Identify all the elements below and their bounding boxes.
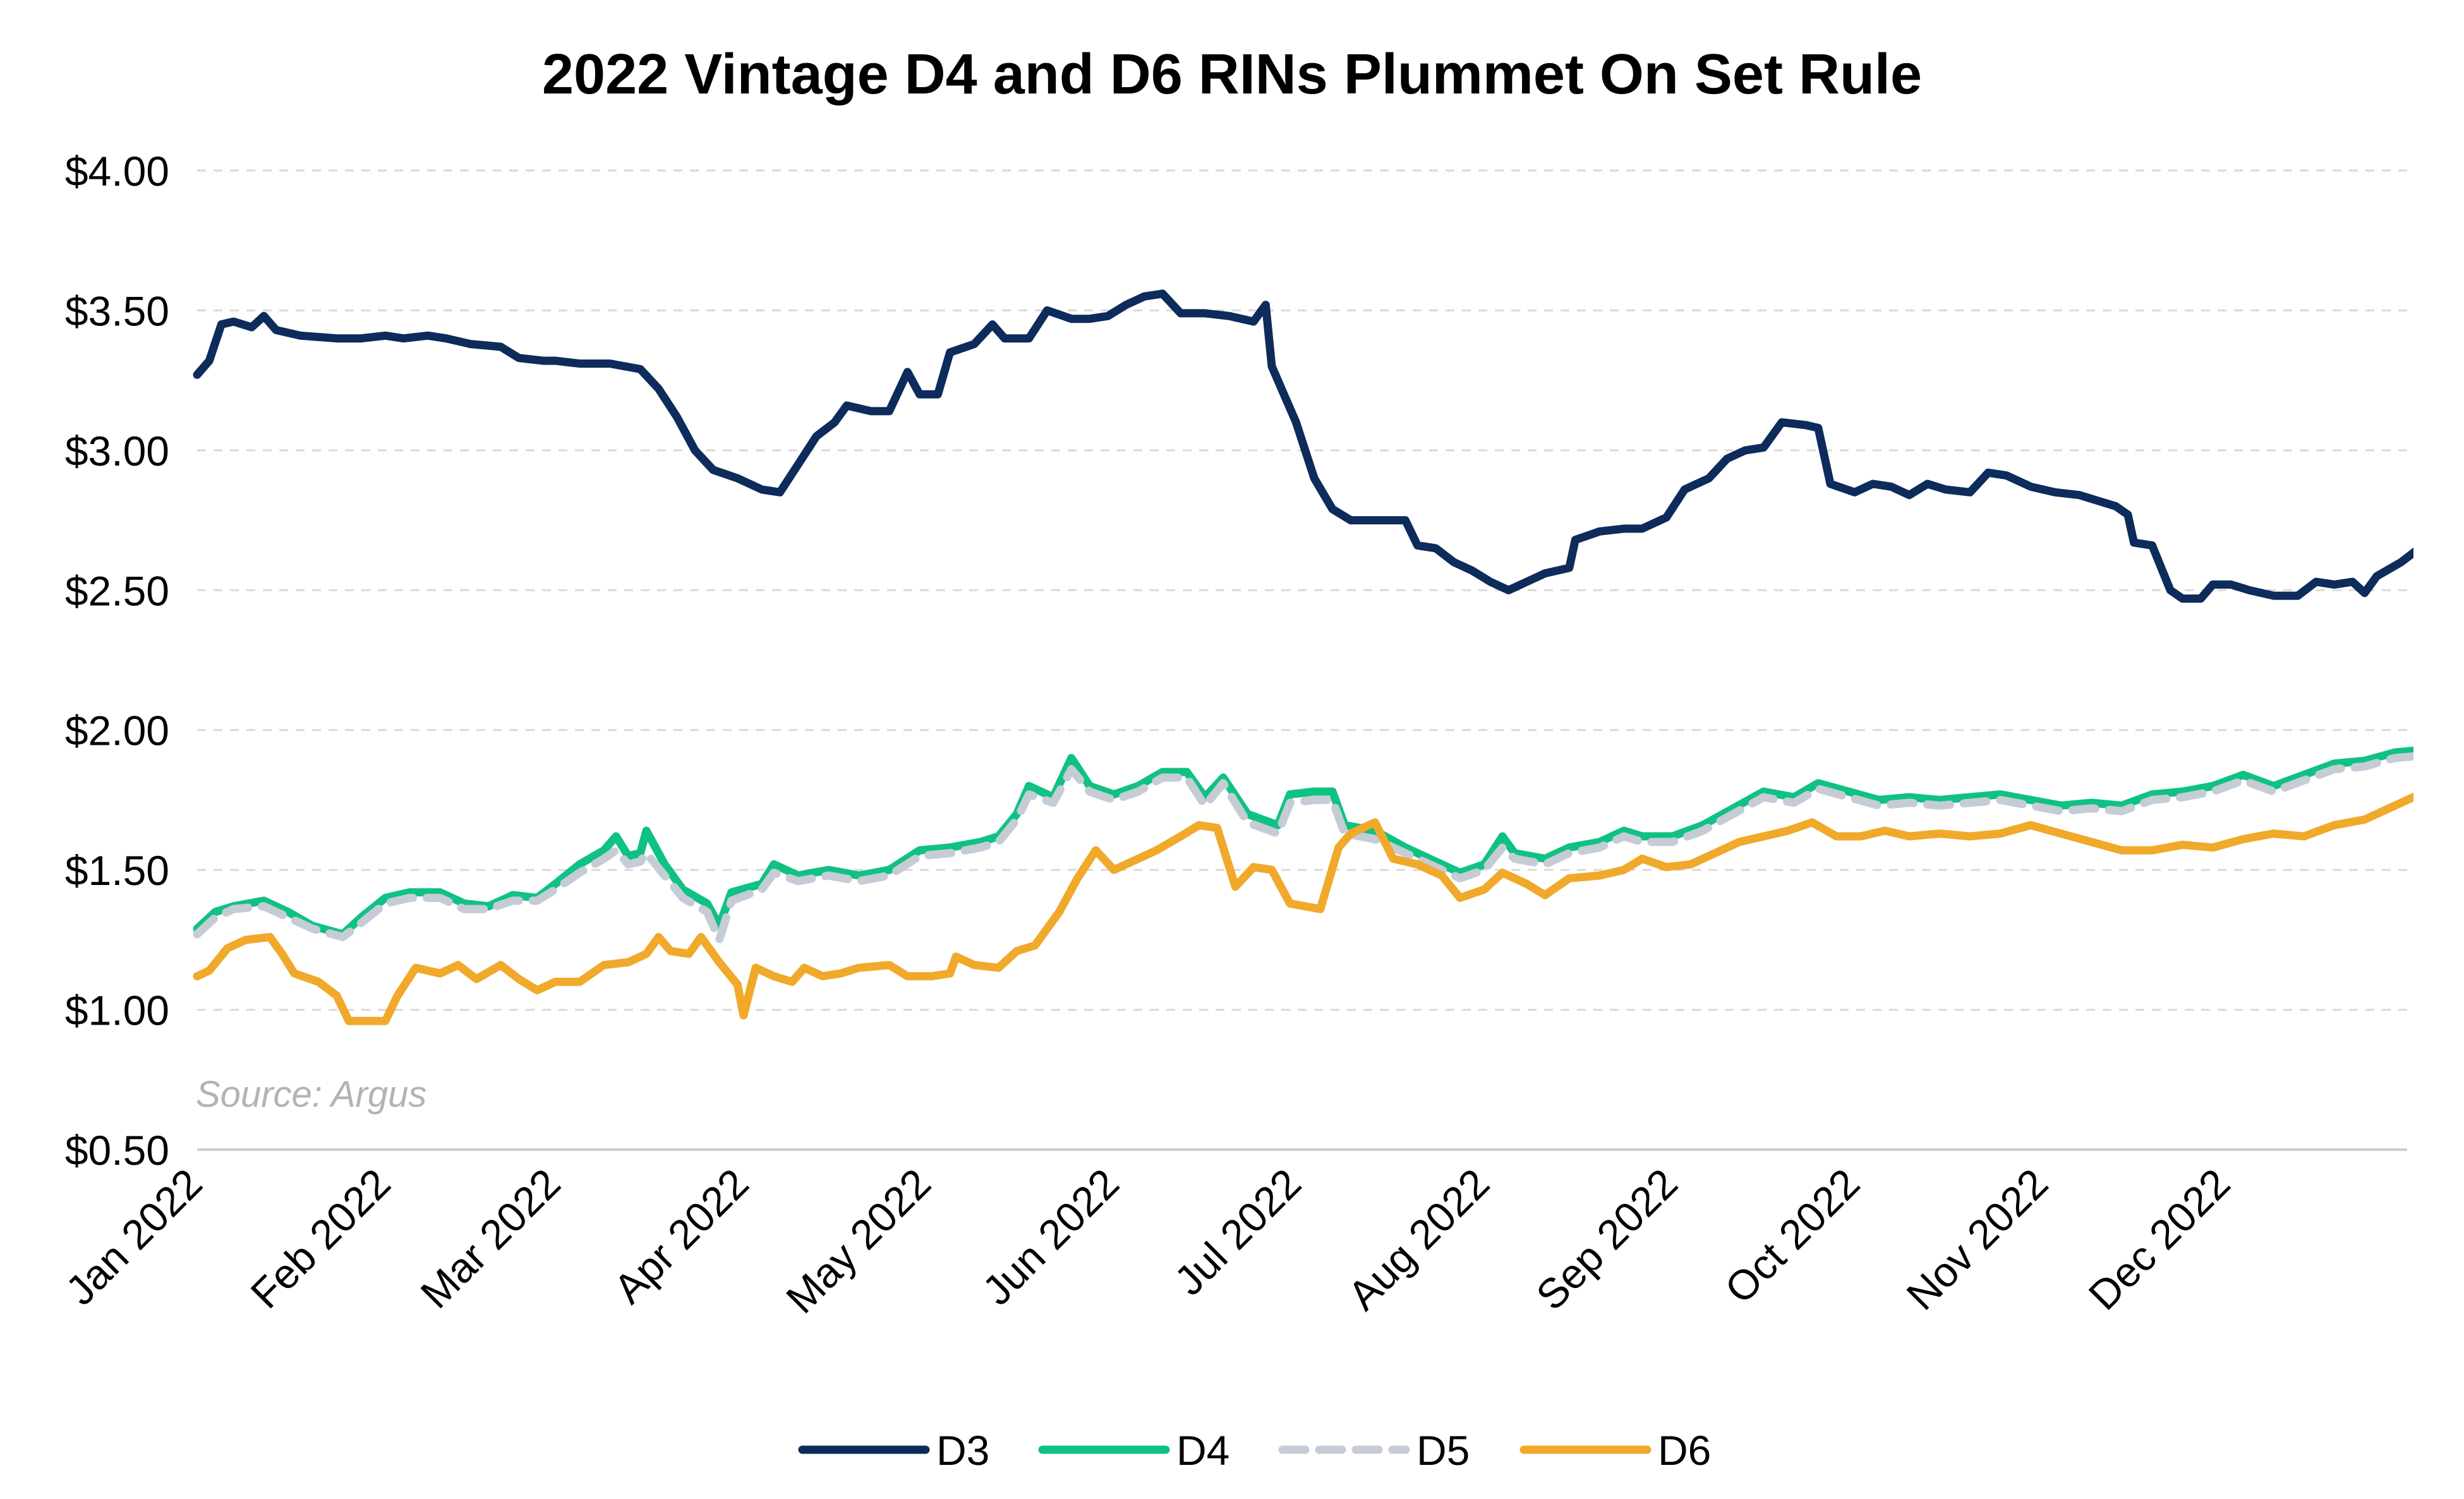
x-tick-label: Sep 2022 — [1527, 1160, 1686, 1319]
chart-title: 2022 Vintage D4 and D6 RINs Plummet On S… — [542, 43, 1922, 106]
x-tick-label: Aug 2022 — [1339, 1160, 1498, 1319]
y-tick-label: $2.50 — [65, 567, 169, 614]
legend-label-d4: D4 — [1176, 1427, 1229, 1474]
legend-label-d3: D3 — [936, 1427, 989, 1474]
legend: D3 D4 D5 D6 — [798, 1427, 1711, 1474]
x-tick-label: Jul 2022 — [1166, 1160, 1310, 1304]
x-tick-label: Jan 2022 — [57, 1160, 211, 1314]
legend-label-d6: D6 — [1658, 1427, 1711, 1474]
y-tick-label: $0.50 — [65, 1127, 169, 1174]
y-tick-label: $3.00 — [65, 428, 169, 474]
series-line-d5 — [193, 752, 2413, 944]
x-tick-label: Apr 2022 — [605, 1160, 758, 1313]
source-note: Source: Argus — [196, 1074, 426, 1115]
x-tick-label: Nov 2022 — [1897, 1160, 2056, 1319]
series-lines — [193, 289, 2413, 1025]
x-tick-label: Dec 2022 — [2079, 1160, 2238, 1319]
x-tick-label: May 2022 — [777, 1160, 939, 1322]
x-tick-label: Jun 2022 — [974, 1160, 1128, 1314]
y-tick-label: $1.00 — [65, 987, 169, 1034]
x-tick-label: Mar 2022 — [411, 1160, 569, 1317]
legend-label-d5: D5 — [1416, 1427, 1470, 1474]
y-tick-label: $2.00 — [65, 707, 169, 754]
x-tick-label: Oct 2022 — [1716, 1160, 1869, 1313]
series-line-d3 — [193, 289, 2413, 603]
y-tick-label: $1.50 — [65, 847, 169, 894]
y-tick-label: $3.50 — [65, 287, 169, 334]
y-axis-tick-labels: $0.50 $1.00 $1.50 $2.00 $2.50 $3.00 $3.50 $4.00 — [65, 148, 169, 1174]
grid-lines — [197, 169, 2407, 1011]
y-tick-label: $4.00 — [65, 148, 169, 195]
x-tick-label: Feb 2022 — [241, 1160, 399, 1318]
series-line-d4 — [193, 746, 2413, 939]
x-axis-tick-labels: Jan 2022 Feb 2022 Mar 2022 Apr 2022 May 2022… — [57, 1160, 2239, 1322]
series-line-d6 — [193, 792, 2413, 1025]
